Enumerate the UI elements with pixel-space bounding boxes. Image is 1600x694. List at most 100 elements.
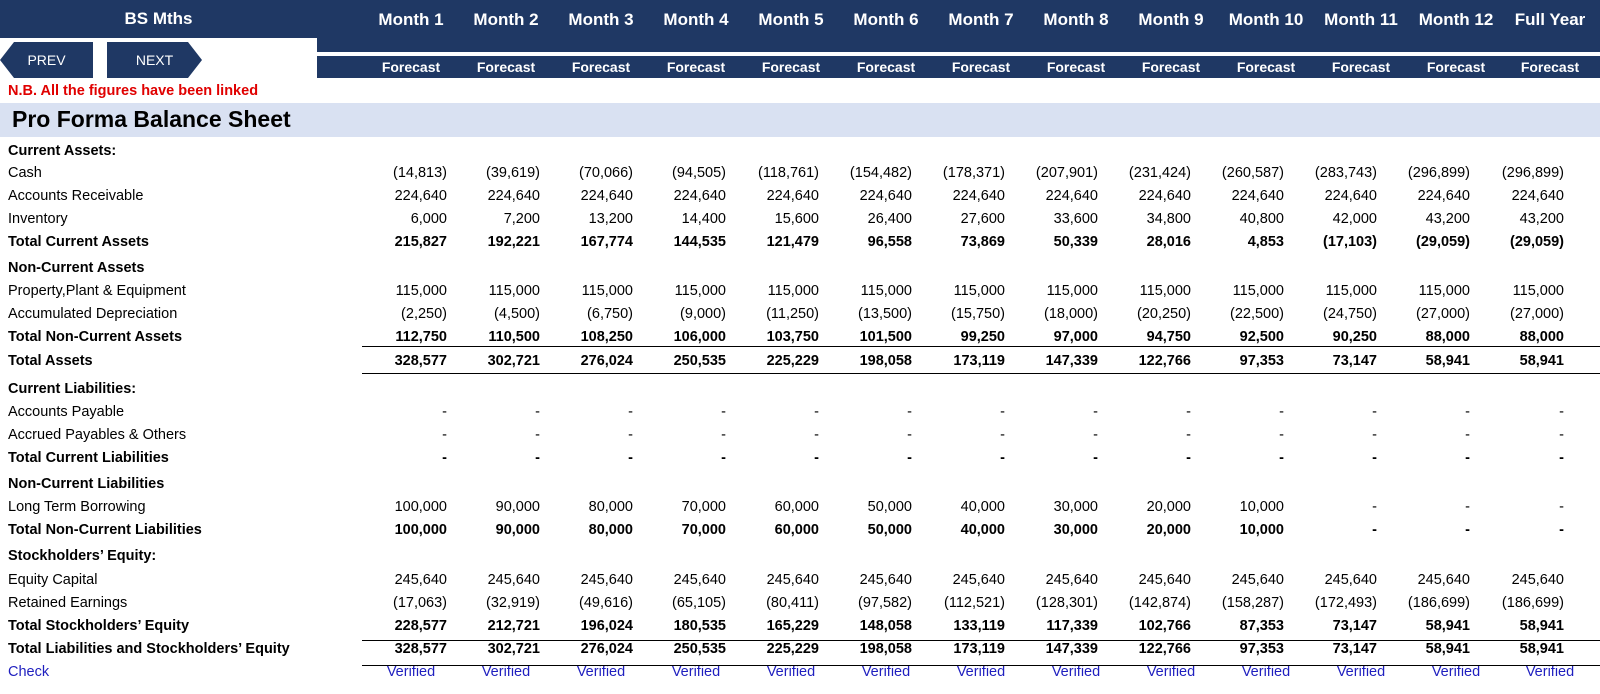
row-label: Total Current Liabilities: [8, 450, 169, 466]
table-row: Long Term Borrowing 100,000 90,000 80,000 70…: [0, 496, 1600, 518]
section-title: Pro Forma Balance Sheet: [12, 106, 291, 132]
cell-value: 225,229: [766, 641, 819, 657]
cell-value: 101,500: [859, 329, 912, 345]
header-divider: [317, 52, 1600, 56]
row-label: Cash: [8, 165, 42, 181]
cell-value: 94,750: [1146, 329, 1191, 345]
cell-value: 34,800: [1146, 211, 1191, 227]
cell-value: 7,200: [503, 211, 540, 227]
cell-value: -: [1559, 450, 1564, 466]
cell-value: 106,000: [673, 329, 726, 345]
cell-value: 50,000: [867, 522, 912, 538]
cell-value: -: [1465, 450, 1470, 466]
cell-value: 90,000: [495, 499, 540, 515]
cell-value: -: [814, 404, 819, 420]
month-header: Month 5: [758, 10, 824, 29]
check-status: Verified: [956, 664, 1006, 680]
cell-value: 102,766: [1138, 618, 1191, 634]
cell-value: 173,119: [953, 353, 1005, 369]
cell-value: 250,535: [673, 641, 726, 657]
cell-value: 110,500: [488, 329, 540, 345]
cell-value: -: [1279, 450, 1284, 466]
check-status: Verified: [861, 664, 911, 680]
cell-value: (20,250): [1136, 306, 1191, 322]
cell-value: 90,000: [495, 522, 540, 538]
total-rule-line: [362, 346, 1600, 347]
cell-value: -: [535, 450, 540, 466]
cell-value: 58,941: [1519, 353, 1564, 369]
sheet-header: BS Mths Month 1 Forecast Month 2 Forecast Mo…: [0, 0, 1600, 78]
row-label: Property,Plant & Equipment: [8, 283, 186, 299]
cell-value: 97,353: [1239, 641, 1284, 657]
cell-value: (128,301): [1035, 595, 1098, 611]
cell-value: 40,800: [1239, 211, 1284, 227]
cell-value: 15,600: [774, 211, 819, 227]
cell-value: -: [442, 404, 447, 420]
table-row: Total Liabilities and Stockholders’ Equi…: [0, 638, 1600, 660]
cell-value: (172,493): [1314, 595, 1377, 611]
row-label: Check: [8, 664, 50, 680]
forecast-label: Forecast: [571, 59, 631, 75]
cell-value: 165,229: [766, 618, 819, 634]
cell-value: 144,535: [673, 234, 726, 250]
cell-value: (9,000): [680, 306, 726, 322]
cell-value: 73,869: [960, 234, 1005, 250]
cell-value: (13,500): [857, 306, 912, 322]
total-rule-line: [362, 373, 1600, 374]
cell-value: 80,000: [588, 499, 633, 515]
month-header: Month 3: [568, 10, 634, 29]
cell-value: 173,119: [953, 641, 1005, 657]
cell-value: 103,750: [766, 329, 819, 345]
forecast-header-band: [317, 56, 1600, 78]
cell-value: -: [1372, 404, 1377, 420]
cell-value: 96,558: [867, 234, 912, 250]
cell-value: 245,640: [1045, 572, 1098, 588]
cell-value: (158,287): [1221, 595, 1284, 611]
row-label: Long Term Borrowing: [8, 499, 146, 515]
cell-value: (154,482): [849, 165, 912, 181]
table-row: Total Non-Current Liabilities 100,000 90,0…: [0, 519, 1600, 541]
cell-value: 115,000: [860, 283, 912, 299]
cell-value: 60,000: [774, 499, 819, 515]
cell-value: 26,400: [867, 211, 912, 227]
forecast-label: Forecast: [761, 59, 821, 75]
table-row: Check Verified Verified Verified Verified Ver…: [0, 661, 1600, 683]
row-section-heading: Non-Current Assets: [8, 260, 145, 276]
month-header: Full Year: [1514, 10, 1586, 29]
cell-value: -: [1465, 499, 1470, 515]
cell-value: 224,640: [673, 188, 726, 204]
row-label: Retained Earnings: [8, 595, 128, 611]
cell-value: (65,105): [671, 595, 726, 611]
cell-value: 70,000: [681, 499, 726, 515]
cell-value: 30,000: [1053, 522, 1098, 538]
cell-value: (283,743): [1314, 165, 1377, 181]
table-row: Property,Plant & Equipment 115,000 115,000…: [0, 280, 1600, 302]
forecast-label: Forecast: [1331, 59, 1391, 75]
month-header: Month 9: [1138, 10, 1204, 29]
prev-button[interactable]: PREV: [0, 42, 93, 78]
cell-value: (296,899): [1407, 165, 1470, 181]
cell-value: 224,640: [1417, 188, 1470, 204]
cell-value: 73,147: [1332, 618, 1377, 634]
cell-value: 192,221: [487, 234, 540, 250]
cell-value: (24,750): [1322, 306, 1377, 322]
total-rule-line: [362, 665, 1600, 666]
cell-value: 42,000: [1332, 211, 1377, 227]
table-row: Cash (14,813) (39,619) (70,066) (94,505) (118…: [0, 162, 1600, 184]
cell-value: (22,500): [1229, 306, 1284, 322]
cell-value: -: [1093, 450, 1098, 466]
section-title-bar: [0, 103, 1600, 137]
forecast-label: Forecast: [666, 59, 726, 75]
check-status: Verified: [766, 664, 816, 680]
cell-value: 28,016: [1146, 234, 1191, 250]
cell-value: 87,353: [1239, 618, 1284, 634]
cell-value: 115,000: [1139, 283, 1191, 299]
check-status: Verified: [1051, 664, 1101, 680]
next-button[interactable]: NEXT: [107, 42, 202, 78]
row-label: Accumulated Depreciation: [8, 306, 178, 322]
cell-value: -: [1465, 427, 1470, 443]
cell-value: 33,600: [1053, 211, 1098, 227]
cell-value: -: [628, 404, 633, 420]
cell-value: 224,640: [1324, 188, 1377, 204]
check-status: Verified: [1241, 664, 1291, 680]
